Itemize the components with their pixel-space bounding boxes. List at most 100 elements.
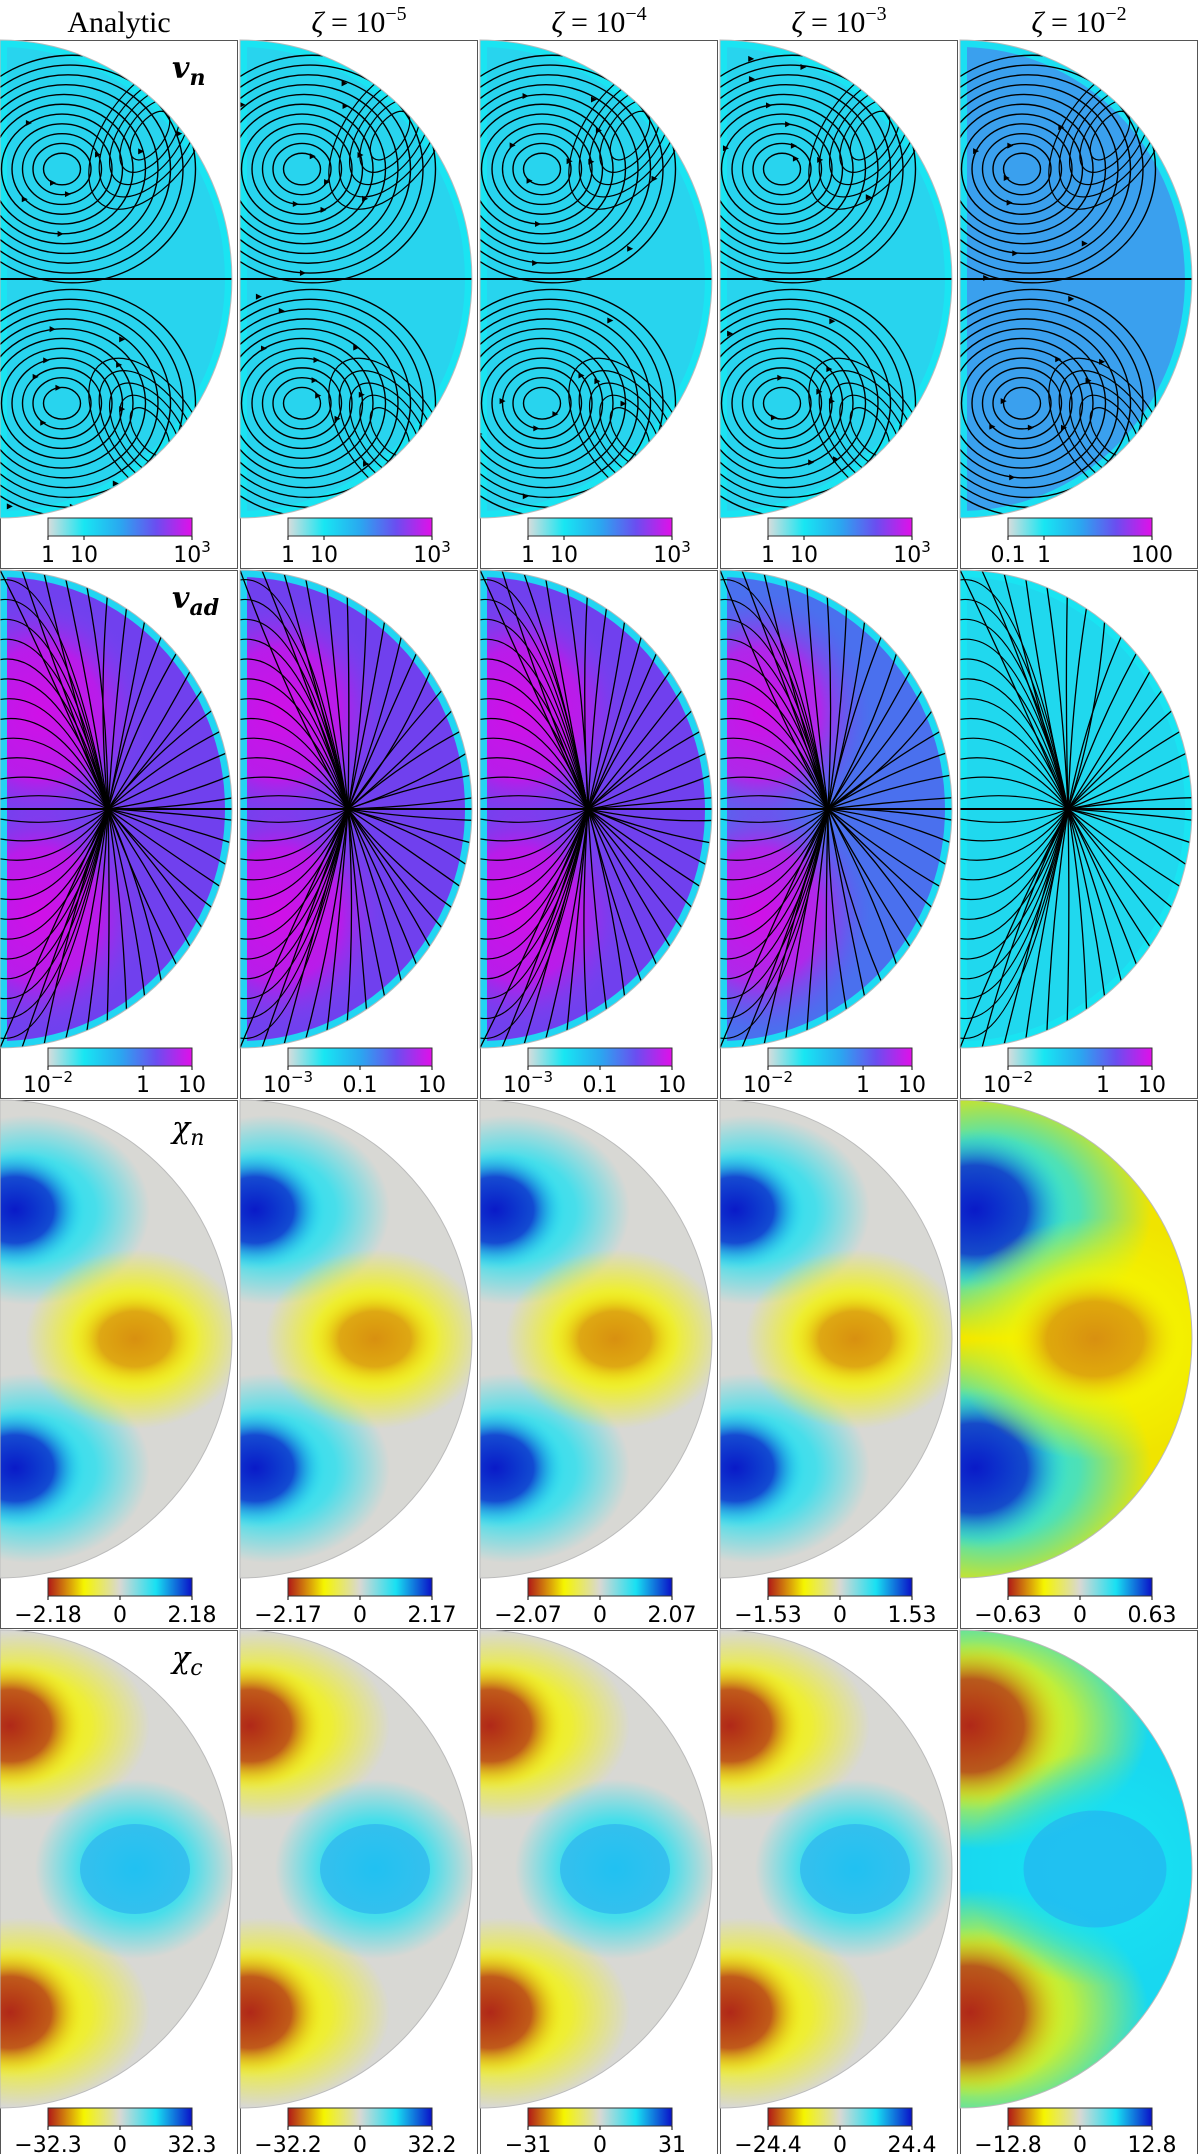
colorbar <box>1007 2107 1153 2127</box>
colorbar <box>527 1577 673 1597</box>
colorbar-tick-label: 100 <box>1131 543 1173 568</box>
half-disk <box>0 1630 232 2108</box>
half-disk <box>960 570 1192 1048</box>
column-header-c4: ζ = 10−3 <box>791 3 886 39</box>
colorbar-tick-label: 1 <box>136 1073 150 1098</box>
colorbar-tick-label: 0 <box>593 1603 607 1628</box>
row-label-chin: χn <box>170 1111 204 1151</box>
half-disk <box>0 1100 232 1578</box>
colorbar-tick-label: 1 <box>1096 1073 1110 1098</box>
colorbar-tick-label: 0 <box>833 2133 847 2154</box>
colorbar-tick-label: 10 <box>898 1073 926 1098</box>
colorbar <box>767 2107 913 2127</box>
colorbar-tick-label: 32.2 <box>408 2133 457 2154</box>
colorbar-tick-label: 0 <box>1073 2133 1087 2154</box>
panel-chin-c4: −1.53 0 1.53 <box>719 1099 958 1629</box>
colorbar-tick-label: 2.17 <box>408 1603 457 1628</box>
colorbar-tick-label: 10 <box>418 1073 446 1098</box>
colorbar-tick-label: −2.18 <box>14 1603 81 1628</box>
colorbar-tick-label: −31 <box>505 2133 551 2154</box>
panel-vn-c5: 0.1 1 100 <box>959 39 1198 569</box>
colorbar-tick-label: 2.18 <box>168 1603 217 1628</box>
colorbar-tick-label: 1.53 <box>888 1603 937 1628</box>
colorbar <box>1007 1577 1153 1597</box>
half-disk <box>960 1100 1192 1578</box>
colorbar-tick-label: 1 <box>281 543 295 568</box>
colorbar <box>47 1577 193 1597</box>
half-disk <box>720 1100 952 1578</box>
colorbar-tick-label: −0.63 <box>974 1603 1041 1628</box>
colorbar-tick-label: 10−2 <box>983 1068 1033 1098</box>
colorbar-tick-label: 1 <box>1037 543 1051 568</box>
colorbar-tick-label: 0 <box>113 1603 127 1628</box>
colorbar-tick-label: 103 <box>653 538 691 568</box>
row-label-vn: vn <box>172 51 205 91</box>
colorbar <box>767 517 913 537</box>
row-chic: χc −32.3 0 32.3 −32.2 0 32.2 −31 0 31 −24.4 0 24.4 −1… <box>0 1629 1198 2154</box>
colorbar <box>47 2107 193 2127</box>
row-chin: χn −2.18 0 2.18 −2.17 0 2.17 −2.07 0 2.07 −1.53 0 1.… <box>0 1099 1198 1629</box>
colorbar-tick-label: −12.8 <box>974 2133 1041 2154</box>
colorbar-tick-label: 10 <box>70 543 98 568</box>
streamlines <box>240 570 472 1048</box>
panel-chic-c1: χc −32.3 0 32.3 <box>0 1629 238 2154</box>
colorbar-tick-label: −24.4 <box>734 2133 801 2154</box>
colorbar-tick-label: −32.2 <box>254 2133 321 2154</box>
colorbar-tick-label: −32.3 <box>14 2133 81 2154</box>
colorbar-tick-label: 10−3 <box>263 1068 313 1098</box>
row-label-chic: χc <box>170 1641 203 1681</box>
colorbar-tick-label: 1 <box>521 543 535 568</box>
half-disk <box>0 40 232 518</box>
streamlines <box>720 570 952 1048</box>
colorbar-tick-label: 103 <box>413 538 451 568</box>
half-disk <box>0 570 232 1048</box>
panel-chin-c3: −2.07 0 2.07 <box>479 1099 718 1629</box>
colorbar <box>287 1047 433 1067</box>
colorbar <box>1007 1047 1153 1067</box>
panel-chin-c5: −0.63 0 0.63 <box>959 1099 1198 1629</box>
colorbar-tick-label: 103 <box>893 538 931 568</box>
colorbar <box>767 1577 913 1597</box>
colorbar <box>287 517 433 537</box>
streamlines <box>720 54 952 518</box>
colorbar-tick-label: 2.07 <box>648 1603 697 1628</box>
row-label-vad: vad <box>172 581 219 621</box>
colorbar <box>527 1047 673 1067</box>
colorbar-tick-label: 24.4 <box>888 2133 937 2154</box>
colorbar-tick-label: −2.17 <box>254 1603 321 1628</box>
colorbar-tick-label: 10 <box>178 1073 206 1098</box>
streamlines <box>0 54 232 518</box>
colorbar <box>47 1047 193 1067</box>
colorbar-tick-label: 10−3 <box>503 1068 553 1098</box>
colorbar-tick-label: 10 <box>310 543 338 568</box>
colorbar <box>767 1047 913 1067</box>
colorbar-tick-label: 0 <box>833 1603 847 1628</box>
colorbar-tick-label: 0.1 <box>343 1073 378 1098</box>
colorbar-tick-label: 10 <box>790 543 818 568</box>
colorbar-tick-label: 1 <box>761 543 775 568</box>
row-vn: vn 1 10 103 1 10 103 1 10 103 1 10 103 0.1 1 100 <box>0 39 1198 569</box>
colorbar-tick-label: 31 <box>658 2133 686 2154</box>
colorbar-tick-label: 1 <box>41 543 55 568</box>
panel-vn-c3: 1 10 103 <box>479 39 718 569</box>
streamlines <box>480 54 712 518</box>
colorbar-tick-label: −2.07 <box>494 1603 561 1628</box>
colorbar <box>1007 517 1153 537</box>
colorbar <box>527 517 673 537</box>
colorbar-tick-label: 10−2 <box>743 1068 793 1098</box>
column-headers: Analytic ζ = 10−5 ζ = 10−4 ζ = 10−3 ζ = 10−2 <box>67 3 1126 39</box>
panel-chin-c1: χn −2.18 0 2.18 <box>0 1099 238 1629</box>
colorbar <box>287 1577 433 1597</box>
colorbar-tick-label: 10 <box>550 543 578 568</box>
colorbar-tick-label: 0.1 <box>991 543 1026 568</box>
colorbar-tick-label: −1.53 <box>734 1603 801 1628</box>
colorbar-tick-label: 10−2 <box>23 1068 73 1098</box>
panel-vad-c5: 10−2 1 10 <box>959 569 1198 1099</box>
colorbar <box>287 2107 433 2127</box>
colorbar-tick-label: 103 <box>173 538 211 568</box>
colorbar <box>47 517 193 537</box>
streamlines <box>0 570 232 1048</box>
panel-vn-c1: vn 1 10 103 <box>0 39 238 569</box>
